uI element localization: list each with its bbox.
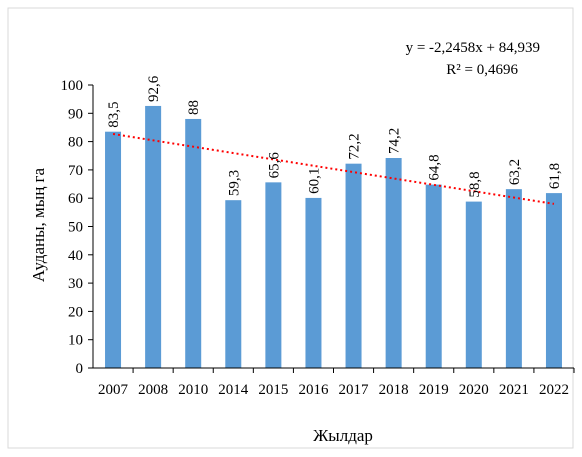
trendline-r2: R² = 0,4696 [446,62,518,78]
y-axis-ticks: 0 10 20 30 40 50 60 70 80 90 100 [61,78,93,377]
data-label: 63,2 [507,159,523,185]
data-label: 88 [186,100,202,115]
data-label: 72,2 [347,133,363,159]
data-label: 92,6 [146,75,162,102]
x-tick-label: 2020 [459,382,489,398]
data-label: 58,8 [467,171,483,197]
x-tick-label: 2014 [218,382,249,398]
y-axis-title: Ауданы, мың га [29,167,48,282]
data-label: 83,5 [106,101,122,127]
x-tick-label: 2021 [499,382,529,398]
value-labels: 83,5 92,6 88 59,3 65,6 60,1 72,2 74,2 64,8 58,8 63… [106,75,563,197]
y-tick-label: 90 [68,106,83,122]
x-tick-label: 2016 [298,382,329,398]
y-tick-label: 50 [68,220,83,236]
bar [305,197,322,368]
bars [105,105,562,369]
x-tick-label: 2007 [98,382,129,398]
y-tick-label: 100 [61,78,84,94]
bar [425,184,442,368]
y-tick-label: 30 [68,276,83,292]
bar [505,189,522,368]
bar [385,158,402,368]
x-tick-label: 2022 [539,382,569,398]
bar [185,118,202,369]
x-axis-title: Жылдар [313,426,373,445]
bar [265,182,282,368]
y-tick-label: 80 [68,135,83,151]
bar [105,131,122,368]
data-label: 60,1 [306,168,322,194]
data-label: 65,6 [266,152,282,179]
bar [145,105,162,368]
bar [465,201,482,368]
data-label: 64,8 [427,154,443,180]
x-tick-label: 2015 [258,382,288,398]
y-tick-label: 10 [68,333,83,349]
x-tick-label: 2019 [419,382,449,398]
y-tick-label: 0 [76,361,84,377]
y-tick-label: 20 [68,304,83,320]
trendline-equation: y = -2,2458x + 84,939 [406,40,540,56]
y-tick-label: 60 [68,191,83,207]
x-tick-label: 2010 [178,382,208,398]
bar [545,193,562,368]
data-label: 61,8 [547,163,563,189]
y-tick-label: 40 [68,248,83,264]
x-axis-labels: 2007 2008 2010 2014 2015 2016 2017 2018 2019 2020… [98,368,575,398]
data-label: 59,3 [226,170,242,196]
x-tick-label: 2018 [379,382,409,398]
data-label: 74,2 [387,128,403,154]
x-tick-label: 2017 [339,382,370,398]
x-tick-label: 2008 [138,382,168,398]
bar [345,163,362,368]
bar [225,200,242,368]
y-tick-label: 70 [68,163,83,179]
